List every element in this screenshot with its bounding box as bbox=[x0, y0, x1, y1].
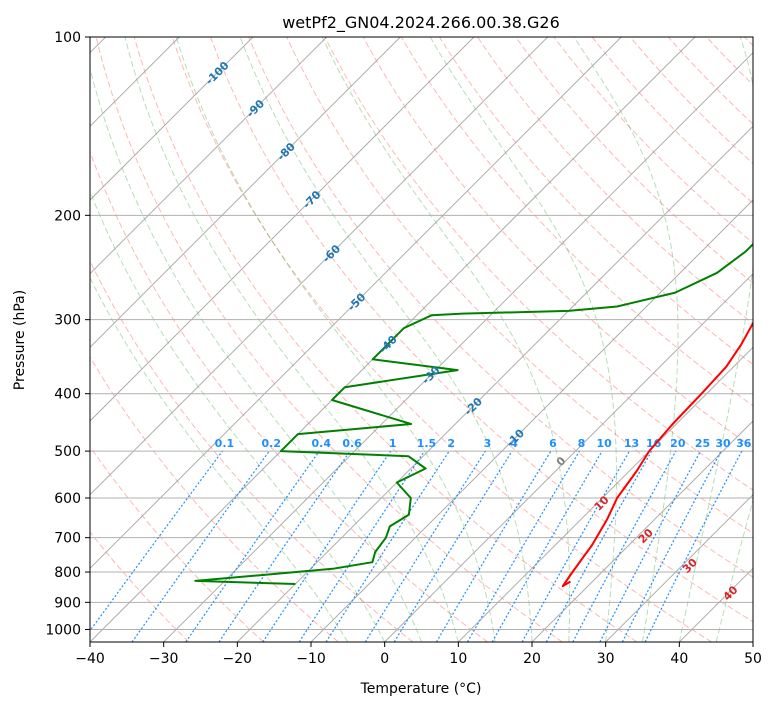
x-tick-label: −30 bbox=[149, 651, 179, 667]
x-tick-label: 20 bbox=[523, 651, 541, 667]
dry-adiabat-line bbox=[90, 150, 488, 642]
isotherm-line bbox=[90, 37, 254, 201]
isotherm-line bbox=[457, 346, 753, 642]
mixing-ratio-label: 10 bbox=[596, 437, 612, 450]
mixing-ratio-label: 0.6 bbox=[342, 437, 362, 450]
mixing-ratio-line bbox=[185, 450, 320, 642]
moist-adiabat-line bbox=[573, 37, 679, 642]
isotherm-line bbox=[236, 125, 753, 642]
dry-adiabat-line bbox=[248, 37, 753, 578]
mixing-ratio-line bbox=[491, 450, 603, 642]
mixing-ratio-label: 36 bbox=[736, 437, 752, 450]
mixing-ratio-line bbox=[262, 450, 392, 642]
mixing-ratio-label: 13 bbox=[624, 437, 639, 450]
y-tick-label: 800 bbox=[54, 565, 81, 581]
y-tick-label: 900 bbox=[54, 595, 81, 611]
dry-adiabat-line bbox=[90, 445, 264, 642]
dry-adiabat-line bbox=[90, 531, 190, 642]
x-tick-label: −20 bbox=[223, 651, 253, 667]
y-tick-label: 200 bbox=[54, 208, 81, 224]
x-axis: −40 −30 −20 −10 0 10 20 30 40 50 bbox=[75, 642, 762, 667]
mixing-ratio-line bbox=[521, 450, 631, 642]
mixing-ratio-label: 6 bbox=[549, 437, 557, 450]
moist-adiabat-line bbox=[678, 37, 753, 642]
isotherm-line bbox=[605, 493, 753, 642]
isotherm-line bbox=[384, 272, 753, 642]
y-tick-label: 700 bbox=[54, 531, 81, 547]
dry-adiabat-line bbox=[133, 37, 638, 642]
x-tick-label: 30 bbox=[597, 651, 615, 667]
x-tick-label: 50 bbox=[744, 651, 762, 667]
y-tick-label: 1000 bbox=[45, 622, 81, 638]
moist-adiabat-line bbox=[321, 37, 571, 642]
y-tick-label: 500 bbox=[54, 444, 81, 460]
dry-adiabat-line bbox=[400, 37, 753, 407]
mixing-ratio-label: 0.1 bbox=[215, 437, 235, 450]
moist-adiabat-line bbox=[90, 66, 422, 642]
mixing-ratio-label: 1 bbox=[389, 437, 397, 450]
dry-adiabat-line bbox=[90, 356, 339, 642]
mixing-ratio-line bbox=[90, 450, 223, 632]
mixing-ratio-label: 25 bbox=[695, 437, 710, 450]
mixing-ratio-line bbox=[545, 450, 653, 642]
mixing-ratio-label: 20 bbox=[670, 437, 686, 450]
x-tick-label: 10 bbox=[449, 651, 467, 667]
mixing-ratio-line bbox=[131, 450, 270, 642]
moist-adiabat-line bbox=[429, 37, 617, 642]
isotherm-line bbox=[163, 51, 753, 642]
mixing-ratio-line bbox=[572, 450, 677, 642]
dry-adiabat-line bbox=[95, 37, 563, 642]
isotherm-line bbox=[90, 37, 622, 570]
dry-adiabat-line bbox=[210, 37, 753, 623]
y-axis-title: Pressure (hPa) bbox=[12, 290, 28, 390]
moist-adiabat-line bbox=[239, 37, 533, 642]
moist-adiabat-line bbox=[90, 276, 349, 642]
plot-frame bbox=[89, 36, 754, 643]
y-axis: 100 200 300 400 500 600 700 800 900 1000 bbox=[45, 30, 90, 638]
x-tick-label: −40 bbox=[75, 651, 105, 667]
isotherm-line bbox=[531, 420, 753, 642]
dry-adiabat-line bbox=[438, 37, 753, 366]
mixing-ratio-label: 4 bbox=[510, 437, 518, 450]
mixing-ratio-line bbox=[298, 450, 425, 642]
y-tick-label: 400 bbox=[54, 387, 81, 403]
mixing-ratio-label: 1.5 bbox=[417, 437, 437, 450]
dry-adiabat-line bbox=[515, 37, 753, 284]
mixing-ratio-label: 3 bbox=[484, 437, 492, 450]
chart-title: wetPf2_GN04.2024.266.00.38.G26 bbox=[282, 13, 560, 33]
isotherm-line bbox=[310, 199, 753, 642]
mixing-ratio-label: 0.4 bbox=[312, 437, 332, 450]
mixing-ratio-line bbox=[325, 450, 450, 642]
x-tick-label: 40 bbox=[670, 651, 688, 667]
mixing-ratio-line bbox=[218, 450, 351, 642]
mixing-ratio-line bbox=[621, 450, 722, 642]
y-tick-label: 100 bbox=[54, 30, 81, 46]
x-axis-title: Temperature (°C) bbox=[360, 681, 482, 697]
x-tick-label: −10 bbox=[296, 651, 326, 667]
mixing-ratio-label: 0.2 bbox=[262, 437, 282, 450]
isotherm-line bbox=[90, 37, 328, 275]
mixing-ratio-label: 30 bbox=[715, 437, 731, 450]
moist-adiabat-line bbox=[90, 189, 386, 642]
isotherm-line bbox=[90, 37, 549, 496]
x-tick-label: 0 bbox=[380, 651, 389, 667]
isotherm-line bbox=[90, 37, 475, 422]
y-tick-label: 600 bbox=[54, 491, 81, 507]
y-tick-label: 300 bbox=[54, 313, 81, 329]
moist-adiabat-line bbox=[175, 37, 496, 642]
mixing-ratio-label: 2 bbox=[447, 437, 455, 450]
mixing-ratio-label: 8 bbox=[578, 437, 586, 450]
isotherm-line bbox=[90, 37, 401, 349]
dewpoint-profile-line bbox=[194, 242, 753, 585]
mixing-ratio-line bbox=[644, 450, 743, 642]
moist-adiabat-line bbox=[124, 37, 459, 642]
temperature-profile-line bbox=[561, 321, 753, 588]
mixing-ratio-line bbox=[393, 450, 513, 642]
